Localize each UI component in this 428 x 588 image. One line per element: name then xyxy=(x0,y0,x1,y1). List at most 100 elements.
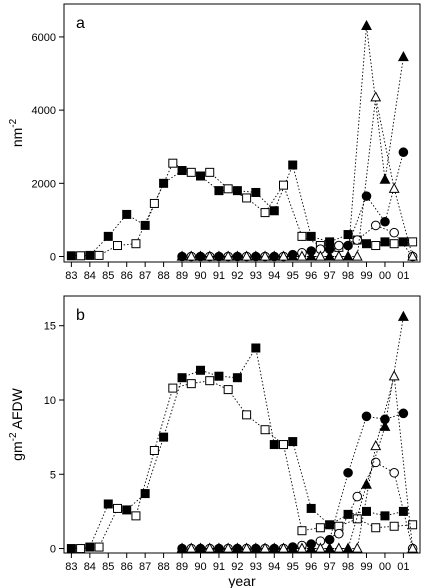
series-filled-square xyxy=(66,160,408,261)
data-point xyxy=(352,514,362,524)
data-point xyxy=(389,227,399,238)
series-open-triangle xyxy=(185,91,419,261)
x-tick-label: 94 xyxy=(268,561,280,573)
x-tick-label: 96 xyxy=(305,561,317,573)
data-point xyxy=(351,250,363,261)
data-point xyxy=(185,542,197,553)
x-tick-label: 98 xyxy=(342,270,354,282)
data-point xyxy=(361,191,372,201)
data-point xyxy=(379,173,391,184)
x-tick-label: 85 xyxy=(102,561,114,573)
data-point xyxy=(214,371,224,381)
data-point xyxy=(259,250,271,261)
data-point xyxy=(370,220,381,231)
data-point xyxy=(103,499,113,509)
data-point xyxy=(408,520,418,530)
data-point xyxy=(149,198,159,208)
data-point xyxy=(176,542,188,553)
series-line xyxy=(182,412,404,549)
data-point xyxy=(315,523,325,533)
x-tick-label: 90 xyxy=(194,270,206,282)
data-point xyxy=(362,239,372,249)
data-point xyxy=(324,542,336,553)
data-point xyxy=(195,542,206,553)
series-open-square xyxy=(76,376,418,554)
data-point xyxy=(251,343,261,353)
y-axis-label: gm-2 AFDW xyxy=(8,387,25,460)
data-point xyxy=(259,542,271,553)
data-point xyxy=(334,240,344,251)
data-point xyxy=(185,250,197,261)
data-point xyxy=(380,511,390,521)
x-tick-label: 00 xyxy=(379,270,391,282)
data-point xyxy=(159,178,169,188)
data-point xyxy=(379,420,391,431)
series-open-circle xyxy=(186,457,418,554)
data-point xyxy=(186,167,196,177)
data-point xyxy=(94,542,104,552)
data-point xyxy=(268,250,280,261)
data-point xyxy=(407,250,419,261)
data-point xyxy=(140,220,150,230)
x-axis-label: year xyxy=(228,573,256,588)
data-point xyxy=(352,491,363,502)
data-point xyxy=(168,383,178,393)
data-point xyxy=(204,250,216,261)
data-point xyxy=(231,542,243,553)
data-point xyxy=(288,160,298,170)
y-tick-label: 15 xyxy=(44,321,56,333)
x-tick-label: 97 xyxy=(323,270,335,282)
data-point xyxy=(287,250,299,261)
data-point xyxy=(296,542,308,553)
data-point xyxy=(131,511,141,521)
x-tick-label: 99 xyxy=(360,561,372,573)
data-point xyxy=(149,445,159,455)
data-point xyxy=(343,240,353,251)
data-point xyxy=(186,379,196,389)
series-line xyxy=(80,380,413,549)
plot-frame xyxy=(63,295,421,554)
data-point xyxy=(269,440,279,450)
data-point xyxy=(371,523,381,533)
data-point xyxy=(231,250,243,261)
data-point xyxy=(389,521,399,531)
series-line xyxy=(80,162,413,257)
data-point xyxy=(222,542,234,553)
data-point xyxy=(314,250,326,261)
x-tick-label: 92 xyxy=(231,270,243,282)
data-point xyxy=(305,250,317,261)
x-tick-label: 84 xyxy=(84,561,96,573)
data-point xyxy=(333,250,345,261)
data-point xyxy=(342,542,354,553)
x-tick-label: 93 xyxy=(250,270,262,282)
data-point xyxy=(242,410,252,420)
data-point xyxy=(222,250,234,261)
data-point xyxy=(177,166,187,176)
data-point xyxy=(398,147,409,158)
data-point xyxy=(122,209,132,219)
data-point xyxy=(241,250,253,261)
x-tick-label: 00 xyxy=(379,561,391,573)
data-point xyxy=(380,216,390,227)
x-tick-label: 94 xyxy=(268,270,280,282)
data-point xyxy=(260,208,270,218)
data-point xyxy=(250,250,262,261)
data-point xyxy=(279,440,289,450)
data-point xyxy=(205,167,215,177)
x-tick-label: 84 xyxy=(84,270,96,282)
data-point xyxy=(205,376,215,386)
data-point xyxy=(352,235,363,245)
data-point xyxy=(296,250,308,261)
x-tick-label: 97 xyxy=(323,561,335,573)
x-tick-label: 92 xyxy=(231,561,243,573)
data-point xyxy=(342,250,354,261)
x-tick-label: 83 xyxy=(65,561,77,573)
data-point xyxy=(103,231,113,241)
data-point xyxy=(388,370,400,381)
data-point xyxy=(333,542,345,553)
x-tick-label: 88 xyxy=(157,561,169,573)
y-tick-label: 6000 xyxy=(32,32,56,44)
data-point xyxy=(112,503,122,513)
x-tick-label: 86 xyxy=(121,561,133,573)
